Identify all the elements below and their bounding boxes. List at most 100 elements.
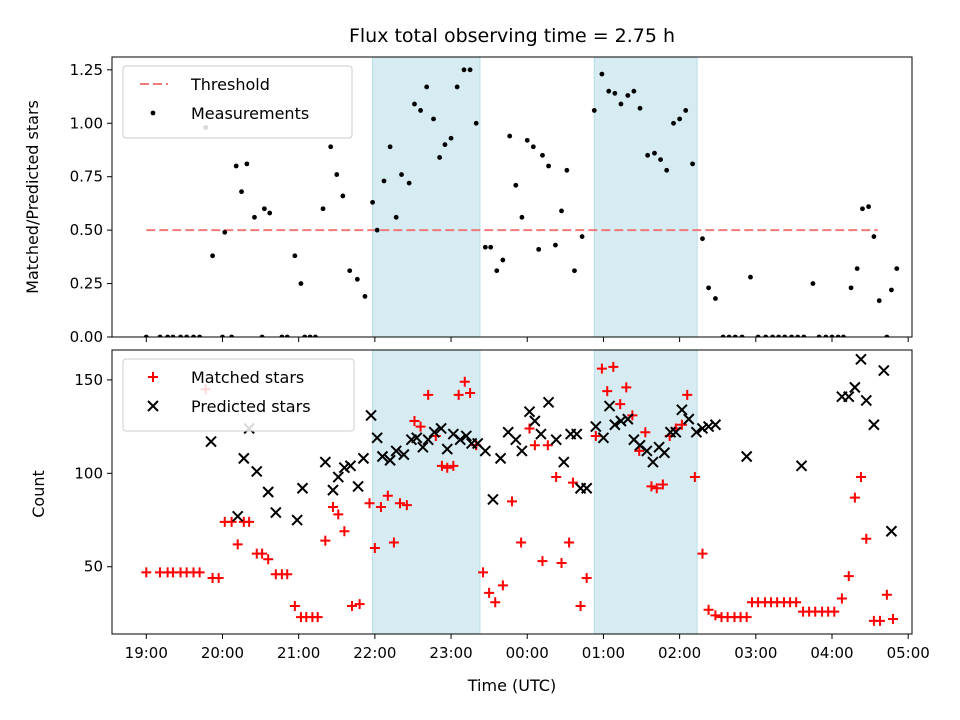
data-point [770, 334, 775, 337]
data-point [763, 334, 769, 337]
data-point [357, 452, 370, 465]
data-point [178, 334, 183, 337]
data-point [354, 599, 365, 610]
data-point [261, 206, 267, 212]
data-point [490, 597, 501, 608]
data-point [564, 167, 570, 173]
data-point [454, 84, 460, 90]
data-point [251, 465, 263, 478]
y-tick-label: 1.00 [70, 114, 103, 132]
data-point [572, 268, 577, 274]
data-point [482, 244, 488, 250]
x-tick-label: 21:00 [277, 644, 320, 662]
data-point [606, 88, 612, 94]
data-point [855, 353, 867, 366]
data-point [395, 498, 405, 509]
data-point [205, 435, 217, 448]
data-point [664, 167, 670, 173]
data-point [289, 600, 300, 611]
panel-bottom-count: 50 100 150 19:00 20:00 21:00 22:00 23:00 00:00 01… [74, 349, 930, 662]
data-point [861, 533, 872, 544]
data-point [302, 334, 308, 337]
data-point [652, 150, 657, 156]
data-point [658, 157, 663, 162]
data-point [816, 334, 822, 337]
data-point [418, 108, 423, 113]
data-point [556, 558, 567, 568]
data-point [748, 274, 753, 280]
x-tick-label: 02:00 [658, 644, 701, 662]
series-predicted-stars [205, 353, 898, 537]
data-point [365, 409, 377, 422]
data-point [553, 242, 558, 248]
panel-top-ratio: 0.00 0.25 0.50 0.75 1.00 1.25 Threshold Measure… [70, 56, 913, 346]
data-point [559, 208, 564, 214]
data-point [885, 525, 898, 537]
data-point [371, 432, 383, 444]
data-point [835, 334, 841, 337]
data-point [590, 430, 601, 441]
data-point [507, 496, 517, 507]
data-point [657, 479, 668, 490]
data-point [860, 206, 865, 212]
data-point [327, 484, 339, 496]
y-tick-label: 100 [74, 464, 103, 482]
data-point [530, 144, 536, 150]
shaded-interval-1 [372, 56, 481, 338]
data-point [703, 604, 714, 615]
data-point [646, 481, 657, 492]
data-point [442, 462, 453, 473]
data-point [487, 493, 499, 506]
data-point [634, 445, 645, 456]
data-point [362, 293, 368, 299]
data-point [332, 471, 344, 483]
data-point [889, 287, 894, 293]
data-point [229, 334, 235, 337]
data-point [412, 101, 417, 107]
data-point [197, 334, 203, 337]
data-point [364, 498, 375, 509]
data-point [615, 415, 627, 427]
legend-label: Predicted stars [191, 397, 311, 416]
data-point [157, 334, 163, 337]
data-point [399, 172, 404, 177]
data-point [424, 84, 430, 90]
data-point [257, 548, 268, 559]
data-point [615, 399, 626, 410]
x-tick-label: 19:00 [125, 644, 168, 662]
data-point [448, 460, 459, 471]
data-point [755, 334, 761, 337]
x-tick-label: 04:00 [810, 644, 853, 662]
data-point [740, 450, 753, 463]
data-point [726, 334, 732, 337]
data-point [401, 500, 412, 511]
x-tick-label: 20:00 [201, 644, 244, 662]
data-point [609, 419, 621, 431]
data-point [795, 334, 801, 337]
x-axis-label: Time (UTC) [467, 676, 556, 695]
data-point [319, 456, 332, 468]
legend-label: Matched stars [191, 368, 304, 387]
data-point [369, 543, 380, 554]
x-tick-label: 05:00 [887, 644, 930, 662]
data-point [428, 426, 440, 438]
data-point [398, 448, 410, 461]
data-point [571, 428, 583, 440]
data-point [658, 447, 671, 459]
data-point [516, 445, 528, 457]
data-point [435, 422, 447, 435]
data-point [641, 445, 653, 457]
data-point [184, 334, 190, 337]
x-tick-label: 00:00 [506, 644, 549, 662]
data-point [676, 419, 687, 430]
data-point [558, 456, 570, 468]
data-point [690, 161, 695, 167]
data-point [631, 88, 637, 94]
data-point [690, 426, 703, 438]
data-point [841, 334, 846, 337]
data-point [590, 420, 602, 433]
data-point [875, 615, 885, 626]
data-point [170, 334, 176, 337]
data-point [732, 334, 738, 337]
data-point [448, 135, 454, 141]
